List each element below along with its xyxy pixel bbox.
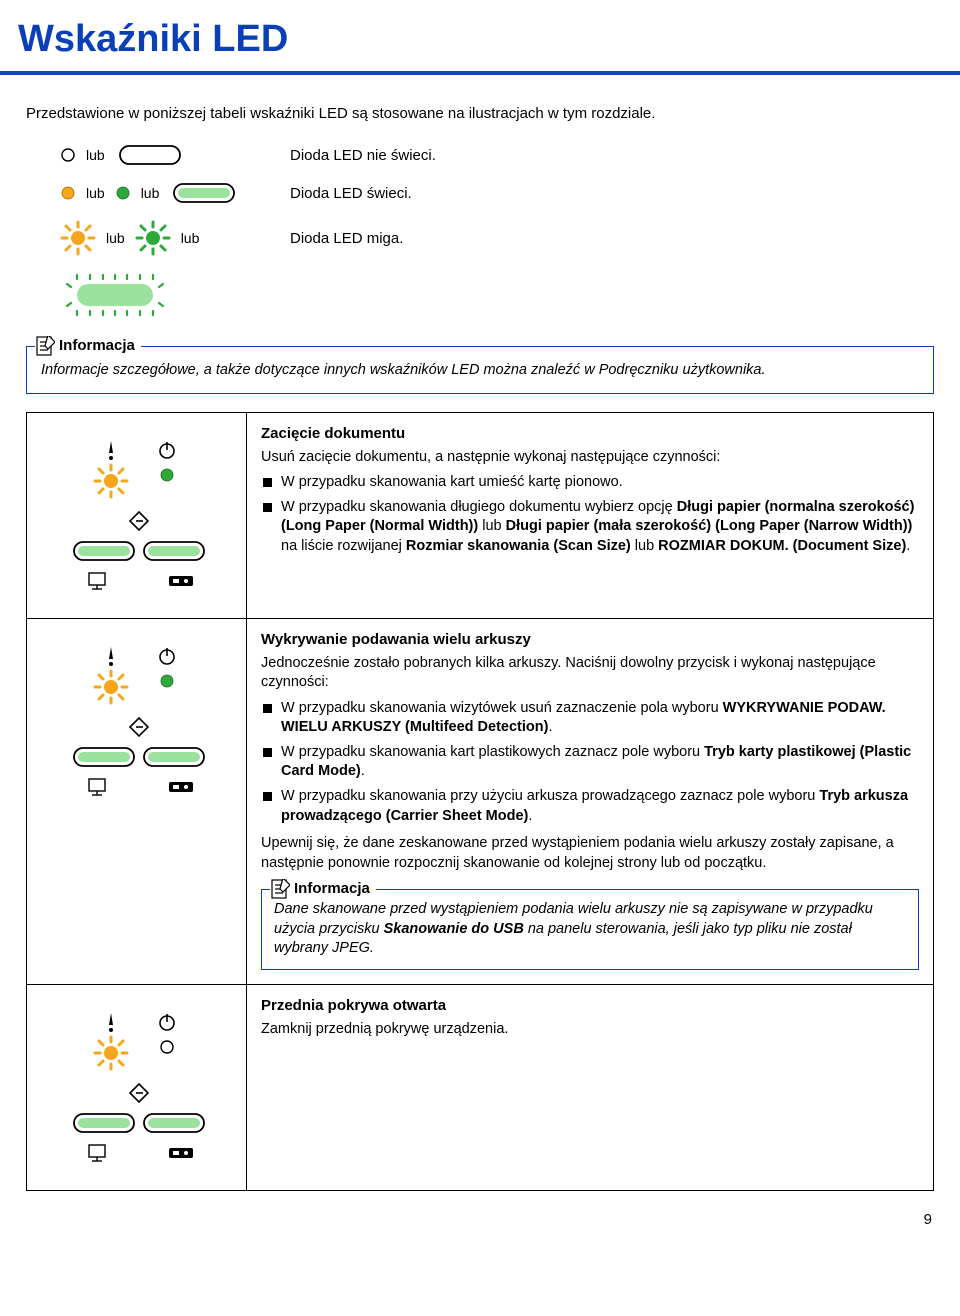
case-row: Zacięcie dokumentu Usuń zacięcie dokument… xyxy=(27,412,934,618)
or-label: lub xyxy=(86,185,105,201)
case-row: Przednia pokrywa otwarta Zamknij przednią… xyxy=(27,984,934,1190)
or-label: lub xyxy=(106,230,125,246)
legend-row-off: lub Dioda LED nie świeci. xyxy=(60,144,934,166)
case-panel-cell xyxy=(27,412,247,618)
intro-text: Przedstawione w poniższej tabeli wskaźni… xyxy=(26,105,934,122)
led-off-pill-icon xyxy=(115,144,185,166)
note-icon xyxy=(35,336,55,356)
case-panel-cell xyxy=(27,984,247,1190)
led-on-pill-icon xyxy=(169,182,239,204)
case-text-cell: Przednia pokrywa otwarta Zamknij przednią… xyxy=(247,984,934,1190)
page-header: Wskaźniki LED xyxy=(0,0,960,75)
page-title: Wskaźniki LED xyxy=(18,18,960,61)
case-item: W przypadku skanowania kart plastikowych… xyxy=(263,743,919,782)
case-title: Wykrywanie podawania wielu arkuszy xyxy=(261,631,919,648)
or-label: lub xyxy=(86,147,105,163)
nested-info-box: InformacjaDane skanowane przed wystąpien… xyxy=(261,889,919,970)
or-label: lub xyxy=(141,185,160,201)
legend-row-blink-pill xyxy=(60,272,934,318)
info-text: Informacje szczegółowe, a także dotycząc… xyxy=(41,362,766,378)
legend-desc: Dioda LED świeci. xyxy=(290,185,412,202)
case-item-list: W przypadku skanowania wizytówek usuń za… xyxy=(261,699,919,826)
case-trail: Upewnij się, że dane zeskanowane przed w… xyxy=(261,834,919,873)
case-text-cell: Zacięcie dokumentu Usuń zacięcie dokument… xyxy=(247,412,934,618)
case-lead: Jednocześnie zostało pobranych kilka ark… xyxy=(261,654,919,693)
device-panel-icon xyxy=(49,1005,224,1170)
case-row: Wykrywanie podawania wielu arkuszy Jednoc… xyxy=(27,618,934,984)
nested-info-text: Dane skanowane przed wystąpieniem podani… xyxy=(274,901,873,956)
legend-desc: Dioda LED nie świeci. xyxy=(290,147,436,164)
led-on-green-icon xyxy=(115,185,131,201)
cases-table: Zacięcie dokumentu Usuń zacięcie dokument… xyxy=(26,412,934,1191)
page-number: 9 xyxy=(0,1191,960,1246)
led-legend: lub Dioda LED nie świeci. lub lub Dioda … xyxy=(60,144,934,318)
case-item: W przypadku skanowania przy użyciu arkus… xyxy=(263,787,919,826)
case-title: Zacięcie dokumentu xyxy=(261,425,919,442)
note-icon xyxy=(270,879,290,899)
case-item: W przypadku skanowania wizytówek usuń za… xyxy=(263,699,919,738)
info-label: Informacja xyxy=(270,879,376,899)
led-off-icon xyxy=(60,147,76,163)
led-on-orange-icon xyxy=(60,185,76,201)
led-blink-pill-icon xyxy=(60,272,170,318)
case-item: W przypadku skanowania kart umieść kartę… xyxy=(263,473,919,493)
or-label: lub xyxy=(181,230,200,246)
case-title: Przednia pokrywa otwarta xyxy=(261,997,919,1014)
case-text-cell: Wykrywanie podawania wielu arkuszy Jednoc… xyxy=(247,618,934,984)
page-content: Przedstawione w poniższej tabeli wskaźni… xyxy=(0,75,960,1191)
case-item-list: W przypadku skanowania kart umieść kartę… xyxy=(261,473,919,556)
led-blink-green-icon xyxy=(135,220,171,256)
case-panel-cell xyxy=(27,618,247,984)
case-lead: Zamknij przednią pokrywę urządzenia. xyxy=(261,1020,919,1040)
led-blink-orange-icon xyxy=(60,220,96,256)
info-box: Informacja Informacje szczegółowe, a tak… xyxy=(26,346,934,394)
info-label: Informacja xyxy=(35,336,141,356)
info-label-text: Informacja xyxy=(59,336,135,356)
case-item: W przypadku skanowania długiego dokument… xyxy=(263,498,919,557)
device-panel-icon xyxy=(49,433,224,598)
device-panel-icon xyxy=(49,639,224,804)
legend-desc: Dioda LED miga. xyxy=(290,230,403,247)
legend-row-blink: lub lub Dioda LED miga. xyxy=(60,220,934,256)
case-lead: Usuń zacięcie dokumentu, a następnie wyk… xyxy=(261,448,919,468)
legend-row-on: lub lub Dioda LED świeci. xyxy=(60,182,934,204)
